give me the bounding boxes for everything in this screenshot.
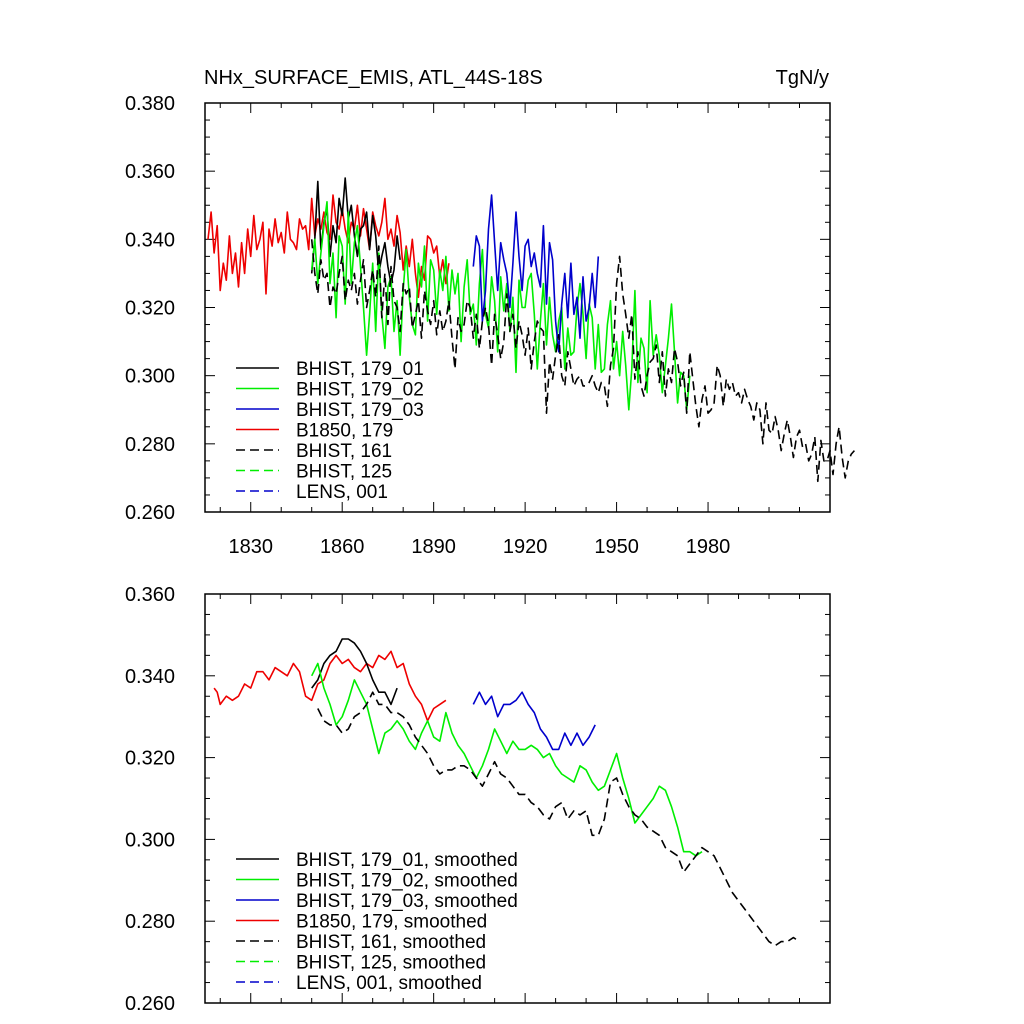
y-tick-label: 0.340 (125, 666, 175, 688)
series-line (317, 691, 800, 947)
y-tick-label: 0.300 (125, 829, 175, 851)
y-tick-label: 0.380 (125, 93, 175, 115)
series-line (472, 194, 600, 353)
title-right: TgN/y (776, 67, 829, 89)
y-tick-label: 0.260 (125, 993, 175, 1015)
legend-label: BHIST, 179_02 (296, 380, 424, 401)
legend-label: BHIST, 179_02, smoothed (296, 871, 518, 892)
legend-label: LENS, 001 (296, 482, 388, 503)
y-tick-label: 0.280 (125, 911, 175, 933)
y-tick-label: 0.300 (125, 366, 175, 388)
legend-label: BHIST, 179_01, smoothed (296, 850, 518, 871)
y-tick-label: 0.320 (125, 298, 175, 320)
y-tick-label: 0.320 (125, 748, 175, 770)
x-tick-label: 1920 (503, 536, 548, 558)
x-tick-label: 1950 (594, 536, 639, 558)
series-line (213, 650, 447, 722)
x-tick-label: 1890 (411, 536, 456, 558)
legend-label: BHIST, 125, smoothed (296, 953, 486, 974)
y-tick-label: 0.360 (125, 161, 175, 183)
legend-label: BHIST, 179_03 (296, 400, 424, 421)
legend-label: LENS, 001, smoothed (296, 973, 482, 994)
series-line (311, 638, 398, 706)
series-line (310, 662, 703, 857)
legend-label: BHIST, 161, smoothed (296, 932, 486, 953)
y-tick-label: 0.340 (125, 229, 175, 251)
series-line (310, 239, 855, 483)
legend-label: BHIST, 161 (296, 441, 392, 462)
legend-label: B1850, 179 (296, 421, 393, 442)
series-line (472, 691, 596, 751)
bottom-panel: 0.260 0.280 0.300 0.320 0.340 0.360 BHIST, 179… (125, 584, 831, 1015)
y-tick-label: 0.360 (125, 584, 175, 606)
series-line (310, 201, 691, 411)
title-left: NHx_SURFACE_EMIS, ATL_44S-18S (204, 67, 543, 89)
legend-label: B1850, 179, smoothed (296, 912, 487, 933)
legend-label: BHIST, 179_01 (296, 359, 424, 380)
legend-label: BHIST, 125 (296, 462, 392, 483)
y-tick-label: 0.280 (125, 434, 175, 456)
top-panel: 1830 1860 1890 1920 1950 1980 0.260 0.280 0.300 0… (125, 93, 855, 558)
x-tick-label: 1830 (228, 536, 273, 558)
y-tick-label: 0.260 (125, 502, 175, 524)
legend-label: BHIST, 179_03, smoothed (296, 891, 518, 912)
x-tick-label: 1860 (320, 536, 365, 558)
x-tick-label: 1980 (686, 536, 731, 558)
